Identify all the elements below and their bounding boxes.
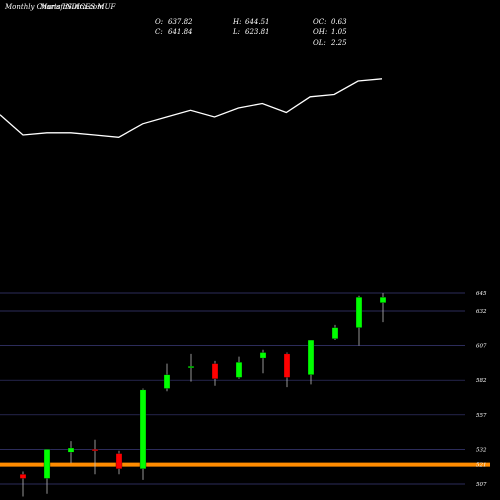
candle-up bbox=[187, 366, 195, 369]
candle-up bbox=[307, 339, 315, 375]
candle-up bbox=[139, 389, 147, 469]
candle-up bbox=[259, 352, 267, 359]
y-tick-label: 532 bbox=[476, 447, 487, 453]
y-tick-label: 507 bbox=[476, 482, 487, 488]
candle-down bbox=[91, 449, 99, 452]
candle-up bbox=[43, 449, 51, 479]
y-tick-label: 582 bbox=[476, 378, 487, 384]
candle-up bbox=[163, 374, 171, 389]
indicator-line bbox=[0, 78, 383, 138]
brand-text: MunafaSutra.com bbox=[39, 3, 104, 11]
candle-down bbox=[115, 453, 123, 469]
open-value: 637.82 bbox=[168, 18, 193, 26]
open-label: O: bbox=[155, 18, 163, 26]
candle-up bbox=[355, 297, 363, 328]
candle-layer bbox=[19, 293, 387, 497]
y-tick-label: 632 bbox=[476, 309, 487, 315]
oc-label: OC: bbox=[313, 18, 326, 26]
ol-label: OL: bbox=[313, 39, 326, 47]
chart-title: Monthly Charts INDICES MUF bbox=[4, 3, 116, 11]
close-label: C: bbox=[155, 28, 163, 36]
high-label: H: bbox=[232, 18, 241, 26]
oc-value: 0.63 bbox=[331, 18, 347, 26]
oh-label: OH: bbox=[313, 28, 327, 36]
oh-value: 1.05 bbox=[331, 28, 347, 36]
chart-header: Monthly Charts INDICES MUF MunafaSutra.c… bbox=[4, 3, 347, 47]
y-tick-label: 645 bbox=[476, 291, 487, 297]
candle-down bbox=[19, 474, 27, 479]
candle-down bbox=[211, 363, 219, 379]
y-tick-label: 521 bbox=[476, 463, 487, 469]
low-label: L: bbox=[232, 28, 240, 36]
low-value: 623.81 bbox=[245, 28, 270, 36]
tick-layer: 645 632 607 582 557 532 521 507 bbox=[476, 291, 487, 488]
y-tick-label: 607 bbox=[476, 344, 487, 350]
candle-up bbox=[67, 447, 75, 453]
candle-up bbox=[235, 362, 243, 378]
ol-value: 2.25 bbox=[330, 39, 347, 47]
grid-layer bbox=[0, 292, 465, 485]
candle-up bbox=[379, 297, 387, 303]
candle-up bbox=[331, 327, 339, 339]
close-value: 641.84 bbox=[168, 28, 193, 36]
high-value: 644.51 bbox=[245, 18, 270, 26]
candle-down bbox=[283, 353, 291, 378]
y-tick-label: 557 bbox=[476, 413, 487, 419]
line-layer bbox=[0, 78, 383, 138]
